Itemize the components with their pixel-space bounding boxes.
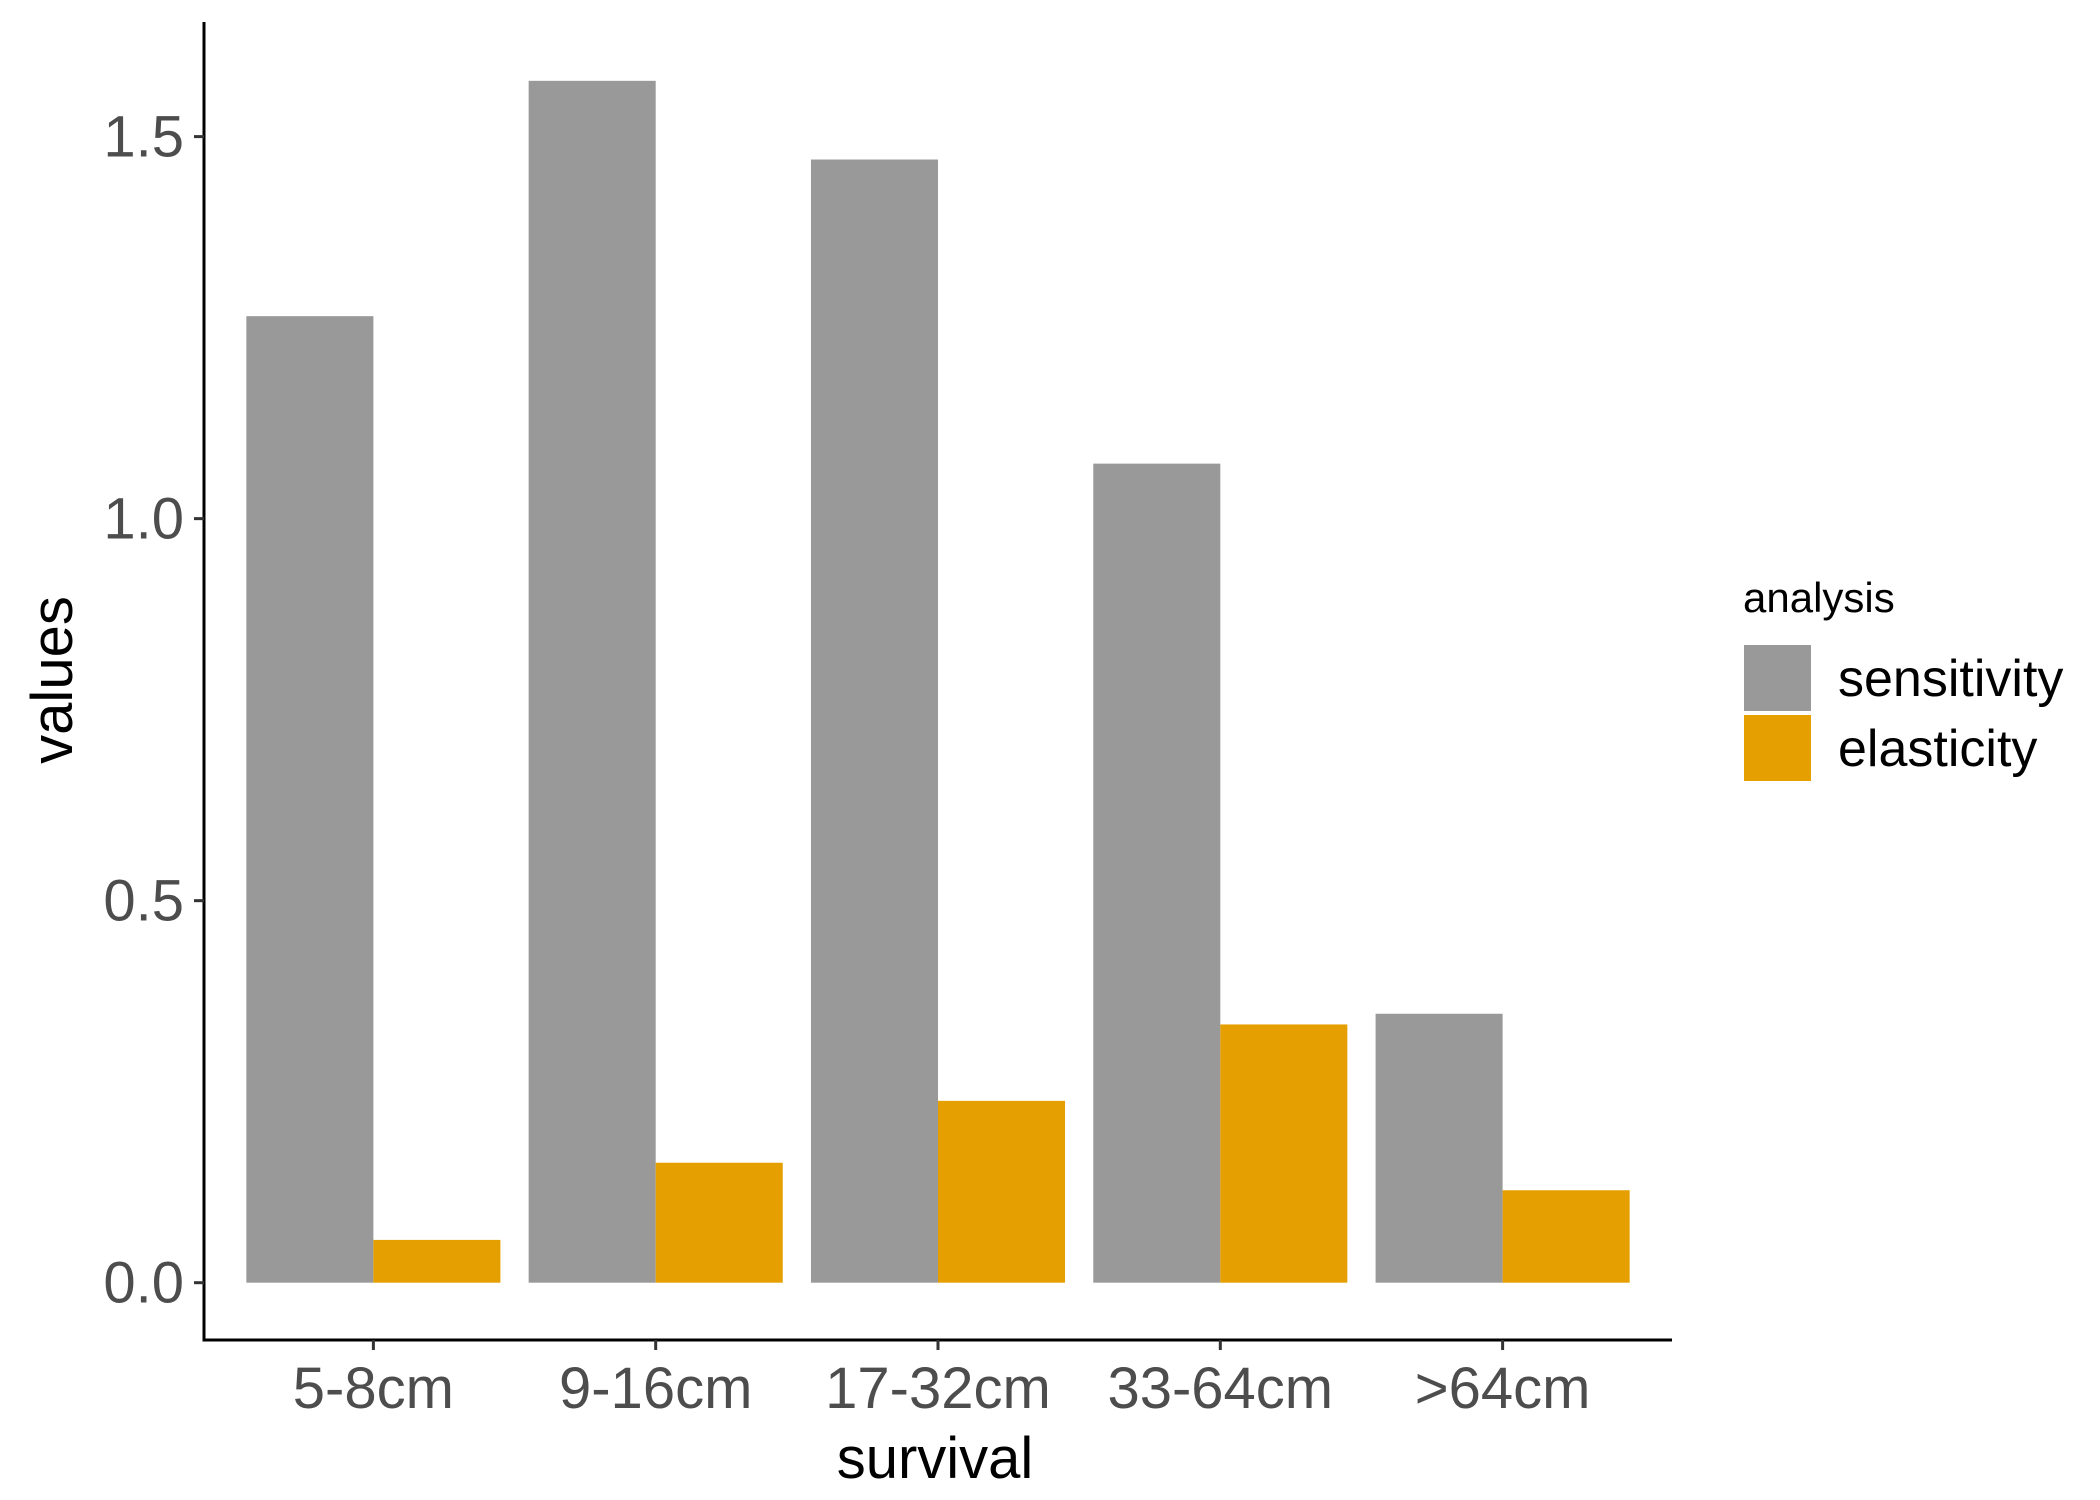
x-tick-label: 5-8cm	[293, 1356, 454, 1421]
bar-elasticity-3	[938, 1100, 1066, 1283]
bar-sensitivity-2	[528, 80, 656, 1283]
x-tick-label: 17-32cm	[825, 1356, 1051, 1421]
bar-elasticity-5	[1502, 1190, 1630, 1283]
legend-title: analysis	[1743, 574, 1895, 621]
y-tick-label: 0.0	[103, 1251, 184, 1316]
x-tick-label: >64cm	[1415, 1356, 1591, 1421]
y-tick-label: 1.5	[103, 105, 184, 170]
bars-layer	[246, 80, 1630, 1283]
bar-sensitivity-5	[1375, 1013, 1503, 1283]
bar-elasticity-1	[373, 1239, 501, 1283]
y-tick-label: 1.0	[103, 487, 184, 552]
bar-sensitivity-3	[810, 159, 938, 1283]
x-tick-label: 9-16cm	[559, 1356, 752, 1421]
legend-key-elasticity	[1744, 715, 1811, 781]
legend: analysis sensitivity elasticity	[1743, 574, 2063, 781]
legend-key-sensitivity	[1744, 645, 1811, 711]
bar-sensitivity-4	[1093, 463, 1221, 1283]
bar-elasticity-2	[655, 1162, 783, 1283]
y-ticks: 0.0 0.5 1.0 1.5	[103, 105, 204, 1316]
bar-sensitivity-1	[246, 316, 374, 1283]
x-ticks: 5-8cm 9-16cm 17-32cm 33-64cm >64cm	[293, 1340, 1591, 1421]
x-tick-label: 33-64cm	[1107, 1356, 1333, 1421]
y-tick-label: 0.5	[103, 869, 184, 934]
y-axis-title: values	[20, 596, 85, 764]
legend-label-sensitivity: sensitivity	[1838, 650, 2063, 708]
legend-label-elasticity: elasticity	[1838, 720, 2037, 778]
x-axis-title: survival	[837, 1426, 1034, 1491]
legend-items: sensitivity elasticity	[1744, 645, 2063, 781]
bar-elasticity-4	[1220, 1024, 1348, 1283]
